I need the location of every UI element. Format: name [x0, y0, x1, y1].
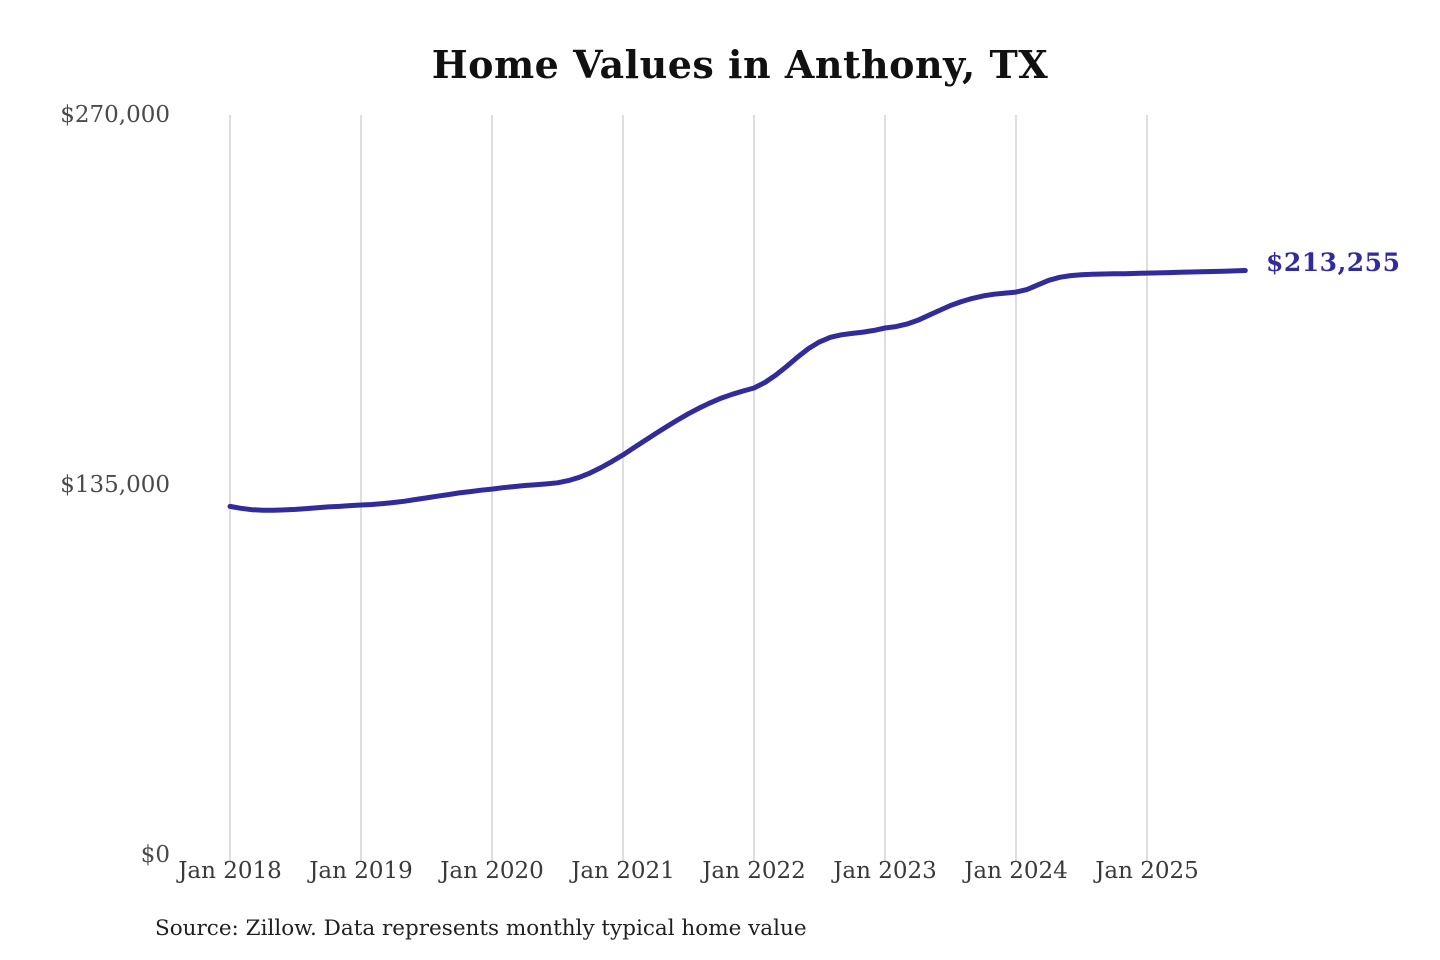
x-tick-label: Jan 2025: [1095, 858, 1199, 884]
chart-title: Home Values in Anthony, TX: [431, 42, 1049, 87]
x-tick-label: Jan 2022: [702, 858, 806, 884]
x-tick-label: Jan 2019: [309, 858, 413, 884]
y-tick-label: $0: [140, 842, 170, 868]
y-tick-label: $270,000: [60, 102, 170, 128]
home-value-line: [227, 268, 1248, 513]
source-note: Source: Zillow. Data represents monthly …: [155, 916, 807, 941]
x-tick-label: Jan 2018: [178, 858, 282, 884]
x-tick-label: Jan 2020: [440, 858, 544, 884]
x-tick-label: Jan 2023: [833, 858, 937, 884]
current-value-label: $213,255: [1266, 248, 1401, 277]
x-tick-label: Jan 2021: [571, 858, 675, 884]
x-tick-label: Jan 2024: [964, 858, 1068, 884]
y-tick-label: $135,000: [60, 472, 170, 498]
